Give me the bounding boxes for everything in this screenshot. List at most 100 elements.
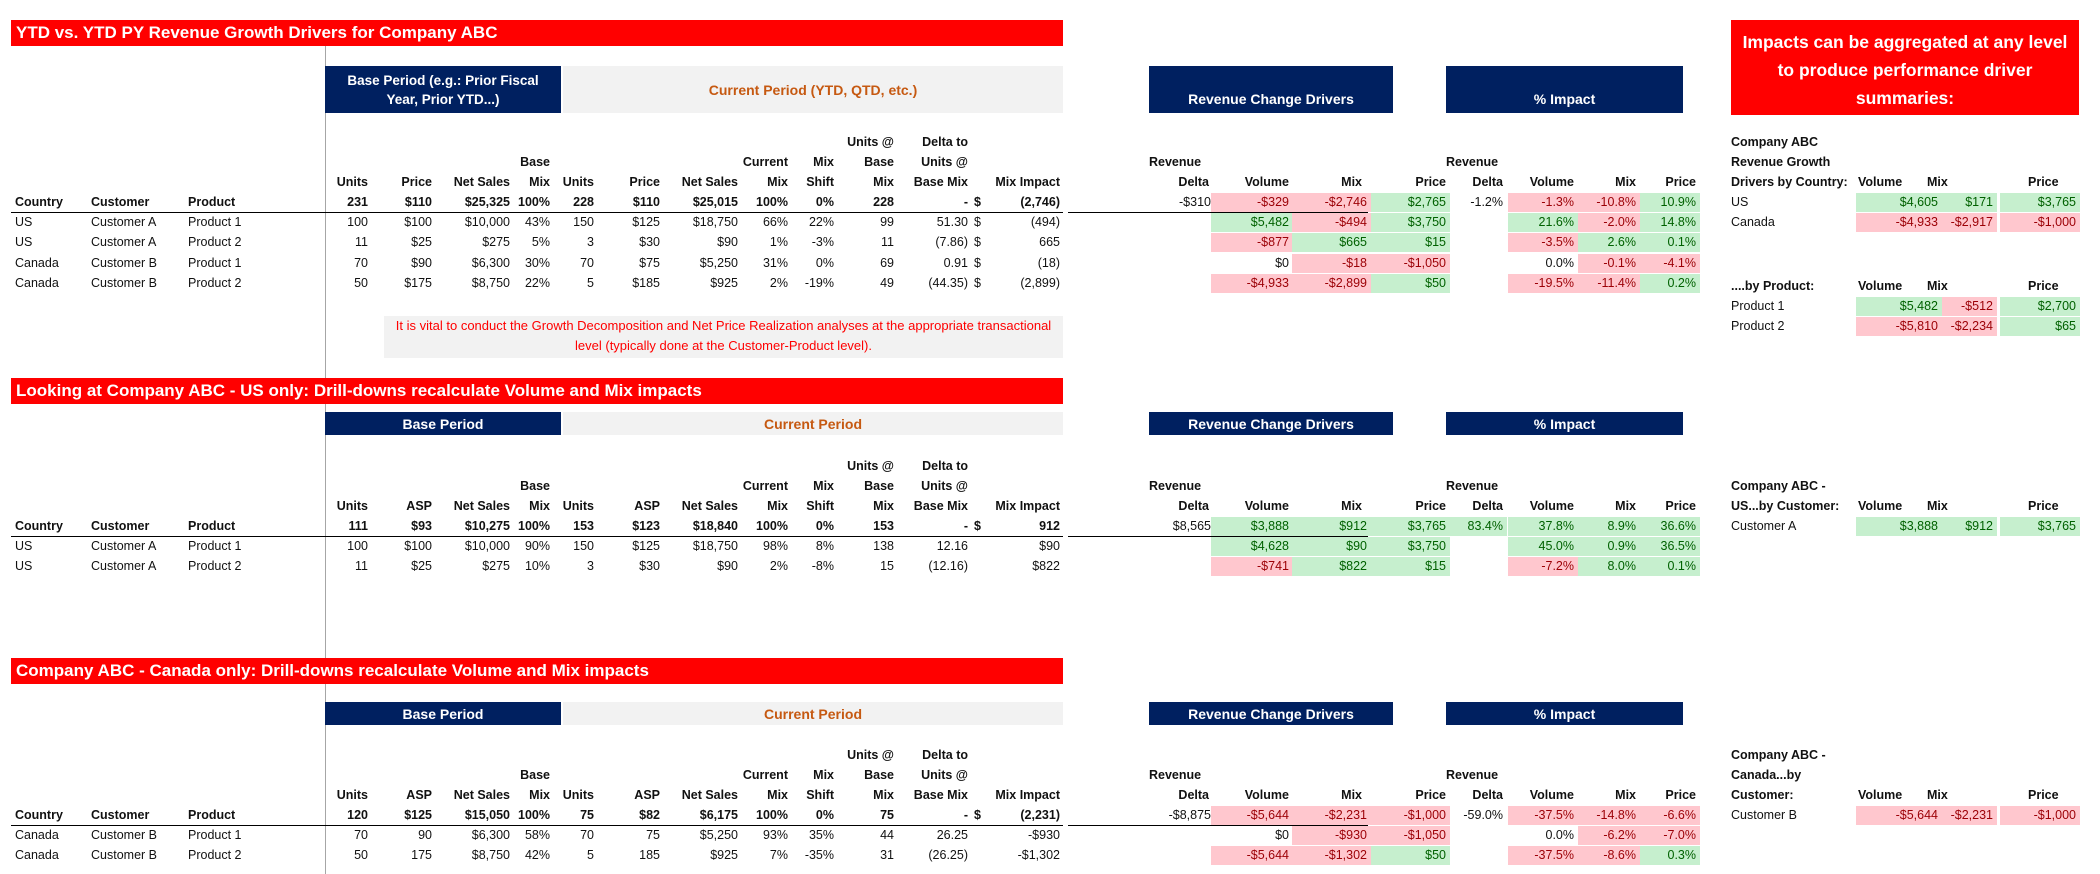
total-underline [11,212,1063,213]
total-cell: 0% [815,519,834,533]
total-cell: $10,275 [464,519,510,533]
hdr-volume-d: Volume [1244,175,1289,189]
driver-cell: -$930 [1292,826,1371,845]
driver-total-cell: $8,565 [1172,519,1211,533]
hdr-units-at-1: Units @ [847,135,894,149]
hdr-delta-to-3: Base Mix [913,499,968,513]
pct-total-cell: -1.2% [1470,195,1503,209]
hdr-mix-d: Mix [1341,788,1362,802]
data-cell: 175 [411,848,432,863]
data-cell: 5% [531,235,550,250]
pct-cell: -2.0% [1578,213,1640,232]
band-pct-main: % Impact [1446,66,1683,113]
sum-hdr-mix: Mix [1927,499,1948,513]
hdr-customer: Customer [91,519,150,533]
driver-total-cell: -$310 [1179,195,1211,209]
hdr-price-p: Price [1665,175,1696,189]
band-rev-drivers-us: Revenue Change Drivers [1149,412,1393,435]
pct-total-cell: -14.8% [1578,806,1640,825]
hdr-units-cur: Units [562,175,594,189]
data-cell: 2% [769,559,788,574]
pct-cell: -3.5% [1508,233,1578,253]
data-cell: 58% [524,828,550,842]
hdr-units-at-3: Mix [873,499,894,513]
data-cell: $185 [632,275,660,290]
hdr-mix-p: Mix [1615,788,1636,802]
sum-us-cell: $3,765 [2000,517,2080,536]
data-cell: $90 [717,559,738,574]
hdr-netsales-cur: Net Sales [681,499,738,513]
sum-hdr-volume: Volume [1858,175,1903,189]
data-cell: 66% [762,215,788,229]
data-cell: (18) [1037,255,1060,270]
hdr-mix-impact: Mix Impact [995,499,1060,513]
driver-cell: -$5,644 [1211,846,1293,866]
hdr-price-d: Price [1415,499,1446,513]
data-cell: 185 [639,848,660,863]
sum-hdr-mix: Mix [1927,279,1948,293]
sum-hdr-mix: Mix [1927,175,1948,189]
data-cell: 26.25 [936,828,968,842]
data-cell: $5,250 [699,828,738,842]
data-cell: $925 [710,848,738,863]
hdr-volume-p: Volume [1529,499,1574,513]
data-cell: $ [974,215,981,229]
total-cell: $110 [404,195,432,209]
hdr-price-cur: Price [629,175,660,189]
sum-hdr-mix: Mix [1927,788,1948,802]
data-cell: 665 [1039,235,1060,250]
sum-ca-cell: -$2,231 [1942,806,1997,825]
band-base-main: Base Period (e.g.: Prior Fiscal Year, Pr… [325,66,561,113]
pct-cell: -37.5% [1508,846,1578,866]
sum-hdr-volume: Volume [1858,499,1903,513]
band-rev-drivers-canada: Revenue Change Drivers [1149,702,1393,725]
hdr-revenue-p: Revenue [1446,155,1499,169]
data-cell: 70 [580,828,594,842]
data-cell: 70 [354,255,368,270]
driver-cell: $3,750 [1371,537,1450,556]
data-cell: 100 [347,215,368,229]
hdr-delta-to-1: Delta to [922,135,968,149]
hdr-base-mix-1: Base [520,768,550,782]
sum-country-cell: -$4,933 [1856,213,1942,233]
band-pct-canada: % Impact [1446,702,1683,725]
total-cell: $ [974,195,981,209]
driver-total-cell: -$2,746 [1292,193,1371,212]
hdr-units-at-3: Mix [873,788,894,802]
pct-cell: 2.6% [1578,233,1640,253]
data-cell: US [15,235,33,250]
pct-cell: -19.5% [1508,273,1578,293]
data-cell: (12.16) [928,559,968,574]
hdr-delta-to-2: Units @ [921,768,968,782]
total-cell: $123 [632,519,660,533]
hdr-price-base: Price [401,175,432,189]
data-cell: $100 [404,215,432,229]
section-title-us: Looking at Company ABC - US only: Drill-… [11,378,1063,404]
data-cell: 150 [573,539,594,553]
sum-country-cell: -$2,917 [1942,213,1997,233]
driver-cell: $0 [1275,828,1289,842]
hdr-netsales-cur: Net Sales [681,175,738,189]
data-cell: 11 [355,235,368,250]
data-cell: $5,250 [699,255,738,270]
data-cell: 150 [573,215,594,229]
pct-cell: 0.1% [1640,557,1700,577]
data-cell: 35% [808,828,834,842]
aggregate-title: Impacts can be aggregated at any level t… [1731,20,2079,115]
hdr-delta-to-1: Delta to [922,459,968,473]
data-cell: $ [974,235,981,250]
hdr-mix-shift-2: Shift [806,175,834,189]
data-cell: $75 [639,255,660,270]
driver-total-cell: $2,765 [1371,193,1450,212]
data-cell: 31% [762,255,788,270]
data-cell: 7% [769,848,788,863]
driver-cell: -$877 [1211,233,1293,253]
data-cell: -3% [811,235,834,250]
total-cell: 100% [518,519,550,533]
sum-country-title: Drivers by Country: [1731,175,1848,189]
total-cell: $ [974,519,981,533]
data-cell: Customer A [91,539,157,553]
data-cell: Product 1 [188,215,242,229]
data-cell: $25 [411,235,432,250]
pct-total-cell: -59.0% [1463,808,1503,822]
